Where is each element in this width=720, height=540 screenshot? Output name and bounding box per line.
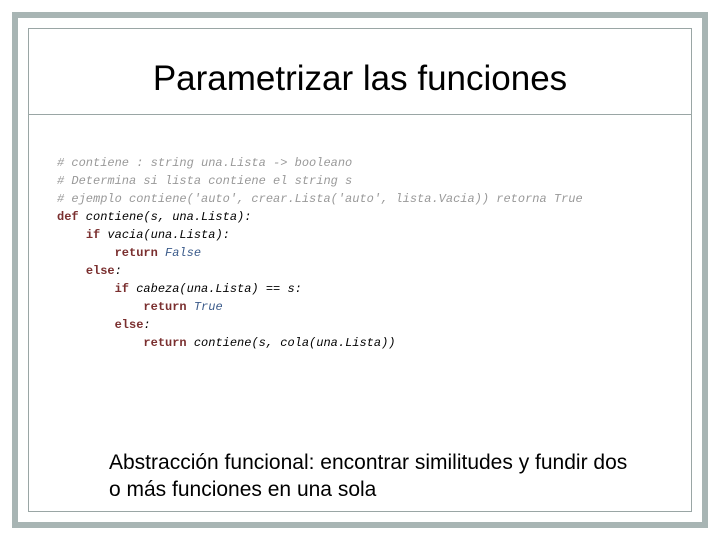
code-line-if1: if vacia(una.Lista):: [57, 228, 230, 242]
title-underline: [29, 114, 691, 115]
slide-title: Parametrizar las funciones: [29, 59, 691, 99]
code-line-ret-true: return True: [57, 300, 223, 314]
code-comment-3: # ejemplo contiene('auto', crear.Lista('…: [57, 192, 583, 206]
code-line-def: def contiene(s, una.Lista):: [57, 210, 251, 224]
inner-frame: Parametrizar las funciones # contiene : …: [28, 28, 692, 512]
code-line-ret3: return contiene(s, cola(una.Lista)): [57, 336, 395, 350]
code-line-if2: if cabeza(una.Lista) == s:: [57, 282, 302, 296]
slide-body-text: Abstracción funcional: encontrar similit…: [109, 449, 631, 504]
code-line-else1: else:: [57, 264, 122, 278]
code-line-else2: else:: [57, 318, 151, 332]
outer-frame: Parametrizar las funciones # contiene : …: [12, 12, 708, 528]
code-line-ret-false: return False: [57, 246, 201, 260]
code-comment-2: # Determina si lista contiene el string …: [57, 174, 352, 188]
code-comment-1: # contiene : string una.Lista -> boolean…: [57, 156, 352, 170]
code-block: # contiene : string una.Lista -> boolean…: [57, 154, 583, 352]
